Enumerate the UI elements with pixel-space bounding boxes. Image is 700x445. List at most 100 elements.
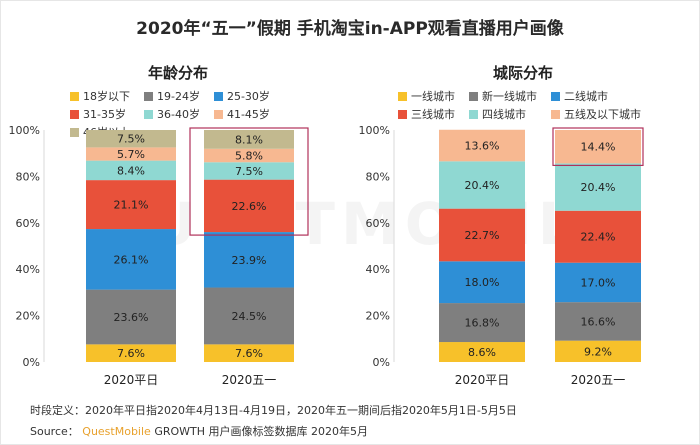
bar-segment [439, 261, 525, 304]
legend-swatch [551, 109, 560, 119]
bar-segment [439, 208, 525, 262]
bar-segment [204, 162, 294, 180]
legend-swatch [469, 109, 478, 119]
legend-swatch [398, 91, 407, 101]
legend-swatch [70, 109, 79, 119]
city-chart-legend: 一线城市 新一线城市 二线城市三线城市 四线城市 五线及以下城市 [398, 88, 641, 122]
highlight-box [552, 127, 644, 167]
bar-value-label: 23.9% [232, 254, 267, 267]
bar-segment [86, 289, 176, 345]
bar-segment [86, 147, 176, 161]
legend-label: 19-24岁 [157, 90, 200, 103]
y-tick-label: 40% [366, 263, 390, 276]
legend-swatch [70, 91, 79, 101]
y-tick-label: 60% [16, 217, 40, 230]
bar-value-label: 26.1% [114, 253, 149, 266]
y-tick-label: 20% [16, 310, 40, 323]
bar-segment [86, 130, 176, 148]
category-label: 2020平日 [104, 373, 159, 387]
age-chart-title: 年龄分布 [147, 64, 208, 82]
legend-item: 新一线城市 [469, 88, 537, 104]
y-tick-label: 40% [16, 263, 40, 276]
bar-value-label: 13.6% [465, 140, 500, 153]
bar-value-label: 22.6% [232, 200, 267, 213]
legend-label: 18岁以下 [83, 90, 130, 103]
bar-segment [204, 130, 294, 149]
bar-value-label: 20.4% [465, 179, 500, 192]
category-label: 2020五一 [222, 373, 277, 387]
y-tick-label: 100% [359, 124, 390, 137]
bar-value-label: 18.0% [465, 276, 500, 289]
bar-segment [86, 229, 176, 290]
legend-item: 五线及以下城市 [551, 106, 641, 122]
bar-value-label: 14.4% [581, 141, 616, 154]
category-label: 2020五一 [571, 373, 626, 387]
bar-segment [204, 344, 294, 362]
y-tick-label: 0% [373, 356, 390, 369]
legend-label: 五线及以下城市 [564, 108, 641, 121]
legend-item: 19-24岁 [144, 88, 200, 104]
legend-item: 31-35岁 [70, 106, 130, 122]
legend-label: 31-35岁 [83, 108, 126, 121]
legend-label: 一线城市 [411, 90, 455, 103]
bar-value-label: 22.4% [581, 231, 616, 244]
bar-segment [204, 232, 294, 288]
source-suffix: 用户画像标签数据库 2020年5月 [208, 425, 369, 438]
legend-swatch [144, 91, 153, 101]
footnote: 时段定义：2020年平日指2020年4月13日-4月19日，2020年五一期间后… [30, 404, 517, 417]
bar-value-label: 20.4% [581, 181, 616, 194]
legend-item: 25-30岁 [213, 88, 270, 104]
legend-item: 二线城市 [551, 88, 641, 104]
bar-value-label: 7.5% [117, 133, 145, 146]
bar-segment [439, 161, 525, 209]
y-tick-label: 80% [366, 170, 390, 183]
bar-segment [204, 287, 294, 345]
bar-segment [555, 340, 641, 362]
y-tick-label: 80% [16, 170, 40, 183]
source-brand: QuestMobile [82, 425, 151, 438]
bar-segment [86, 160, 176, 181]
y-tick-label: 20% [366, 310, 390, 323]
bar-value-label: 7.5% [235, 165, 263, 178]
bar-value-label: 9.2% [584, 345, 612, 358]
bar-segment [555, 210, 641, 263]
bar-segment [555, 130, 641, 164]
bar-segment [555, 163, 641, 211]
legend-label: 四线城市 [482, 108, 526, 121]
bar-segment [555, 262, 641, 303]
source-line: Source： QuestMobile GROWTH 用户画像标签数据库 202… [30, 423, 368, 439]
bar-value-label: 7.6% [235, 347, 263, 360]
city-chart: 0% 20% 40% 60% 80% 100% 8.6% 16.8% 18.0% 22.7% 20.… [359, 124, 644, 387]
legend-label: 三线城市 [411, 108, 455, 121]
category-label: 2020平日 [455, 373, 510, 387]
page-title: 2020年“五一”假期 手机淘宝in-APP观看直播用户画像 [136, 19, 564, 39]
legend-label: 新一线城市 [482, 90, 537, 103]
bar-value-label: 5.7% [117, 148, 145, 161]
bar-segment [204, 148, 294, 163]
legend-swatch [398, 109, 407, 119]
bar-value-label: 17.0% [581, 276, 616, 289]
bar-value-label: 8.6% [468, 346, 496, 359]
y-tick-label: 60% [366, 217, 390, 230]
bar-value-label: 24.5% [232, 310, 267, 323]
bar-value-label: 5.8% [235, 150, 263, 163]
bar-value-label: 23.6% [114, 311, 149, 324]
source-growth: GROWTH [154, 425, 206, 438]
bar-segment [555, 302, 641, 341]
legend-swatch [213, 91, 223, 101]
legend-item: 四线城市 [469, 106, 537, 122]
bar-value-label: 16.6% [581, 315, 616, 328]
legend-item: 18岁以下 [70, 88, 130, 104]
legend-swatch [70, 127, 79, 137]
bar-segment [86, 344, 176, 362]
legend-item: 一线城市 [398, 88, 455, 104]
city-chart-title: 城际分布 [492, 64, 553, 82]
legend-label: 41-45岁 [226, 108, 270, 121]
legend-swatch [551, 91, 560, 101]
legend-swatch [213, 109, 223, 119]
bar-value-label: 22.7% [465, 229, 500, 242]
source-prefix: Source： [30, 425, 79, 438]
bar-value-label: 8.4% [117, 164, 145, 177]
legend-swatch [144, 109, 153, 119]
